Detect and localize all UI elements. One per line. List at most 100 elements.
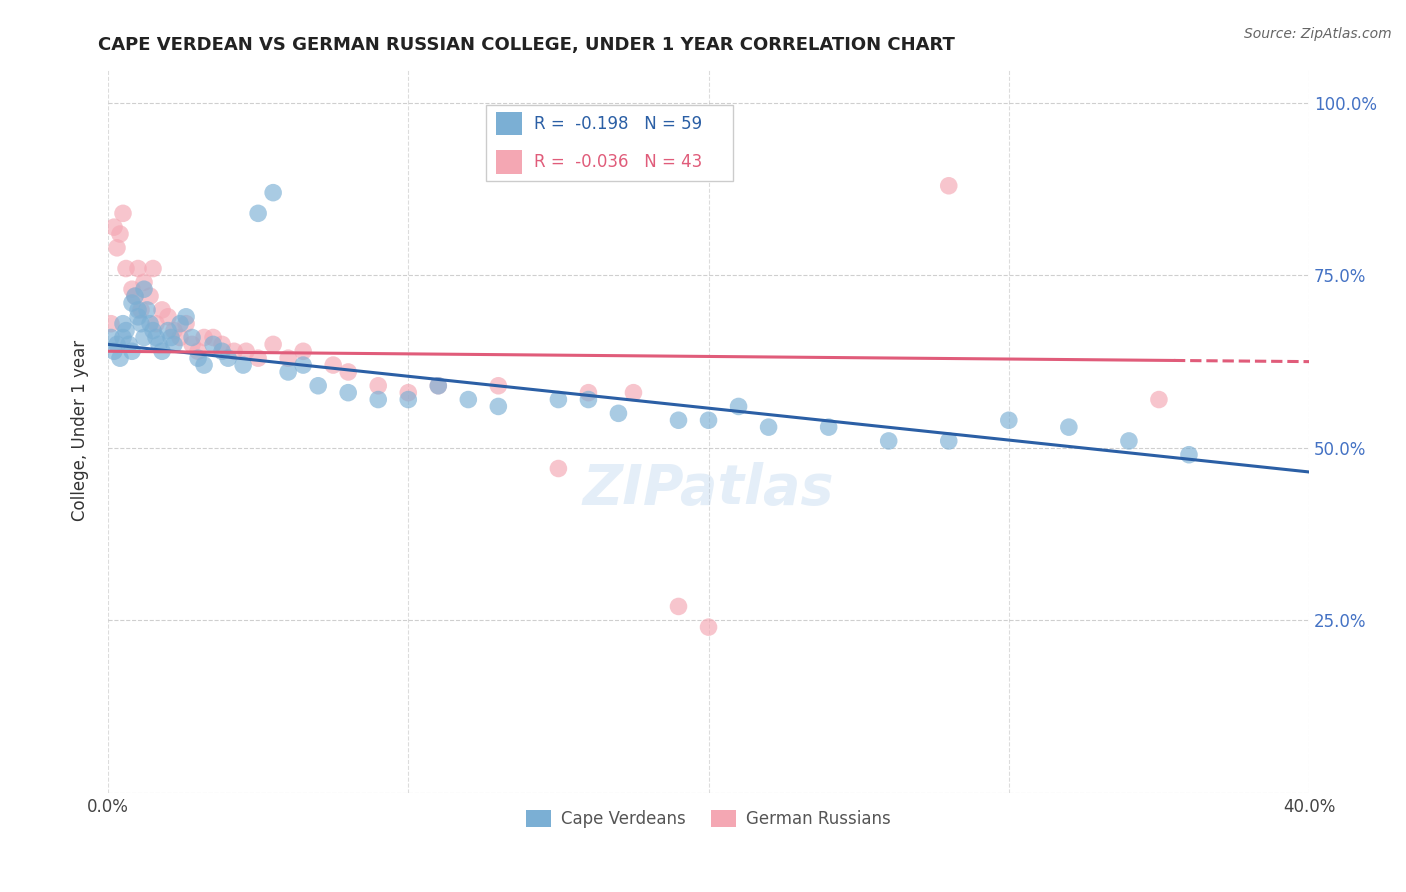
Point <box>697 413 720 427</box>
Point <box>337 365 360 379</box>
Point <box>129 302 152 317</box>
Point <box>1147 392 1170 407</box>
Point <box>145 330 167 344</box>
Point <box>111 317 134 331</box>
Point <box>129 317 152 331</box>
Point <box>668 599 690 614</box>
Point <box>486 378 509 392</box>
Point <box>181 330 204 344</box>
Point <box>127 261 149 276</box>
Point <box>817 420 839 434</box>
Point <box>277 351 299 366</box>
Point <box>142 261 165 276</box>
Point <box>202 337 225 351</box>
Point <box>108 351 131 366</box>
FancyBboxPatch shape <box>496 112 523 136</box>
Point <box>1118 434 1140 448</box>
Point <box>174 317 197 331</box>
Point <box>998 413 1021 427</box>
Point <box>115 261 138 276</box>
Point <box>623 385 645 400</box>
Point <box>224 344 246 359</box>
Point <box>232 358 254 372</box>
Point <box>938 434 960 448</box>
Point <box>193 358 215 372</box>
Point <box>139 289 162 303</box>
Point <box>121 344 143 359</box>
Point <box>187 344 209 359</box>
Text: Source: ZipAtlas.com: Source: ZipAtlas.com <box>1244 27 1392 41</box>
Point <box>486 400 509 414</box>
Point <box>247 351 270 366</box>
Point <box>758 420 780 434</box>
Point <box>277 365 299 379</box>
Point <box>150 302 173 317</box>
Point <box>307 378 329 392</box>
FancyBboxPatch shape <box>496 151 523 174</box>
Legend: Cape Verdeans, German Russians: Cape Verdeans, German Russians <box>520 804 897 835</box>
Point <box>136 302 159 317</box>
Point <box>100 317 122 331</box>
Text: CAPE VERDEAN VS GERMAN RUSSIAN COLLEGE, UNDER 1 YEAR CORRELATION CHART: CAPE VERDEAN VS GERMAN RUSSIAN COLLEGE, … <box>98 36 955 54</box>
Point <box>118 337 141 351</box>
Point <box>202 330 225 344</box>
Point <box>367 392 389 407</box>
Point <box>547 392 569 407</box>
Point <box>322 358 344 372</box>
Point <box>292 358 315 372</box>
Point <box>163 324 186 338</box>
Text: ZIPatlas: ZIPatlas <box>582 461 834 516</box>
Point <box>877 434 900 448</box>
Point <box>127 302 149 317</box>
Point <box>247 206 270 220</box>
Point <box>150 344 173 359</box>
Point <box>457 392 479 407</box>
Point <box>547 461 569 475</box>
Point <box>105 337 128 351</box>
Point <box>292 344 315 359</box>
Point <box>193 330 215 344</box>
Point <box>262 186 284 200</box>
Point <box>139 317 162 331</box>
FancyBboxPatch shape <box>486 104 733 181</box>
Point <box>145 317 167 331</box>
Point <box>211 337 233 351</box>
Point <box>235 344 257 359</box>
Point <box>217 351 239 366</box>
Point <box>100 330 122 344</box>
Point <box>132 282 155 296</box>
Text: R =  -0.198   N = 59: R = -0.198 N = 59 <box>534 114 703 133</box>
Point <box>607 406 630 420</box>
Y-axis label: College, Under 1 year: College, Under 1 year <box>72 340 89 521</box>
Point <box>148 337 170 351</box>
Point <box>124 289 146 303</box>
Point <box>668 413 690 427</box>
Point <box>103 220 125 235</box>
Point <box>169 317 191 331</box>
Point <box>111 206 134 220</box>
Point <box>132 330 155 344</box>
Point <box>111 330 134 344</box>
Point <box>157 310 180 324</box>
Point <box>108 227 131 241</box>
Point <box>142 324 165 338</box>
Point <box>1057 420 1080 434</box>
Point <box>187 351 209 366</box>
Point <box>163 337 186 351</box>
Point <box>938 178 960 193</box>
Point <box>727 400 749 414</box>
Point <box>124 289 146 303</box>
Point <box>132 275 155 289</box>
Point <box>578 385 600 400</box>
Point <box>396 385 419 400</box>
Point <box>337 385 360 400</box>
Point <box>157 324 180 338</box>
Point <box>115 324 138 338</box>
Point <box>103 344 125 359</box>
Point <box>367 378 389 392</box>
Point <box>396 392 419 407</box>
Point <box>127 310 149 324</box>
Point <box>121 282 143 296</box>
Point <box>1178 448 1201 462</box>
Point <box>697 620 720 634</box>
